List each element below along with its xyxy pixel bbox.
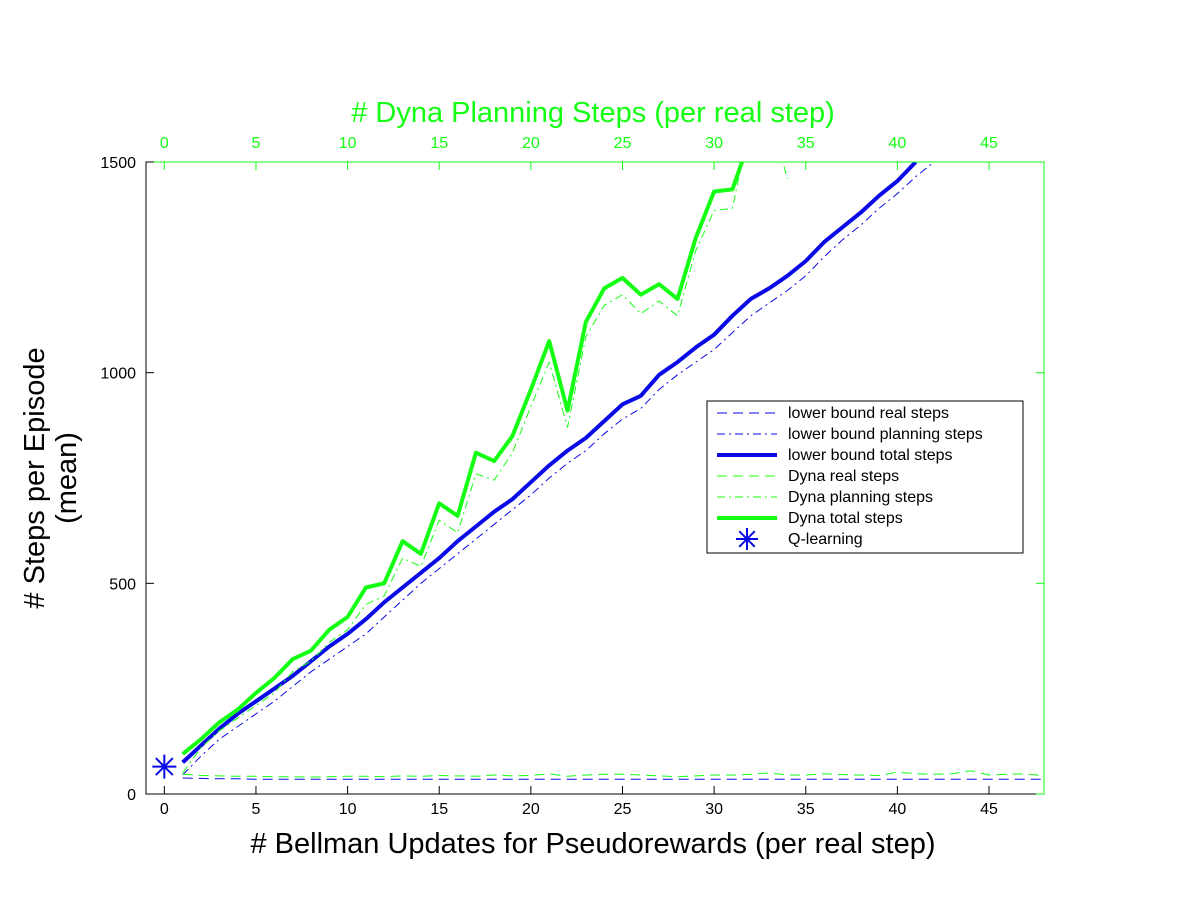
x2-tick-label: 5 bbox=[252, 135, 261, 152]
x-tick-label: 5 bbox=[252, 801, 261, 818]
series-line-lower-bound-planning-steps bbox=[182, 162, 935, 776]
legend-item-lower-bound-planning-steps: lower bound planning steps bbox=[717, 426, 983, 443]
legend-item-dyna-planning-steps: Dyna planning steps bbox=[717, 489, 933, 506]
x2-tick-label: 20 bbox=[522, 135, 540, 152]
x-tick-label: 30 bbox=[705, 801, 723, 818]
x2-tick-label: 45 bbox=[980, 135, 998, 152]
series-marker-q-learning bbox=[152, 754, 177, 779]
legend: lower bound real steps lower bound planni… bbox=[706, 400, 1024, 554]
x-tick-label: 40 bbox=[888, 801, 906, 818]
y-tick-label: 0 bbox=[127, 787, 136, 804]
legend-label: Dyna planning steps bbox=[788, 489, 933, 506]
legend-marker bbox=[736, 528, 758, 550]
y-axis-label-sub: (mean) bbox=[51, 432, 83, 524]
x2-tick-label: 25 bbox=[614, 135, 632, 152]
x-tick-label: 45 bbox=[980, 801, 998, 818]
legend-item-lower-bound-real-steps: lower bound real steps bbox=[717, 405, 949, 422]
x2-tick-label: 10 bbox=[339, 135, 357, 152]
x2-tick-label: 0 bbox=[160, 135, 169, 152]
x2-tick-label: 15 bbox=[430, 135, 448, 152]
x-tick-label: 35 bbox=[797, 801, 815, 818]
x-tick-label: 20 bbox=[522, 801, 540, 818]
series-line-lower-bound-total-steps bbox=[181, 162, 918, 764]
y-tick-label: 1000 bbox=[100, 366, 136, 383]
legend-box bbox=[706, 400, 1024, 554]
legend-label: Q-learning bbox=[788, 531, 863, 548]
y-tick-label: 500 bbox=[109, 576, 136, 593]
legend-label: lower bound real steps bbox=[788, 405, 949, 422]
legend-item-q-learning: Q-learning bbox=[736, 528, 863, 550]
y-axis-label: # Steps per Episode bbox=[19, 347, 51, 608]
x-axis-label: # Bellman Updates for Pseudorewards (per… bbox=[250, 828, 935, 860]
x-tick-label: 0 bbox=[160, 801, 169, 818]
legend-label: lower bound total steps bbox=[788, 447, 953, 464]
axes: 0 5 10 15 20 25 30 35 40 45 0 5 10 15 20 25 30 35 40 45 0 500… bbox=[100, 135, 1044, 818]
x2-tick-label: 40 bbox=[888, 135, 906, 152]
legend-label: Dyna total steps bbox=[788, 510, 903, 527]
x-tick-label: 15 bbox=[430, 801, 448, 818]
legend-label: Dyna real steps bbox=[788, 468, 899, 485]
x2-tick-label: 35 bbox=[797, 135, 815, 152]
legend-item-dyna-total-steps: Dyna total steps bbox=[717, 510, 903, 527]
legend-label: lower bound planning steps bbox=[788, 426, 983, 443]
y-tick-label: 1500 bbox=[100, 155, 136, 172]
series-line-dyna-planning-steps bbox=[182, 162, 788, 774]
x-tick-label: 10 bbox=[339, 801, 357, 818]
y-axis-label-group: # Steps per Episode (mean) bbox=[19, 347, 83, 608]
x2-tick-label: 30 bbox=[705, 135, 723, 152]
series-lines bbox=[181, 162, 1044, 780]
legend-item-lower-bound-total-steps: lower bound total steps bbox=[717, 447, 953, 464]
legend-item-dyna-real-steps: Dyna real steps bbox=[717, 468, 899, 485]
x-tick-label: 25 bbox=[614, 801, 632, 818]
markers bbox=[152, 754, 177, 779]
series-line-dyna-total-steps bbox=[181, 162, 745, 756]
x2-axis-label: # Dyna Planning Steps (per real step) bbox=[351, 97, 835, 129]
